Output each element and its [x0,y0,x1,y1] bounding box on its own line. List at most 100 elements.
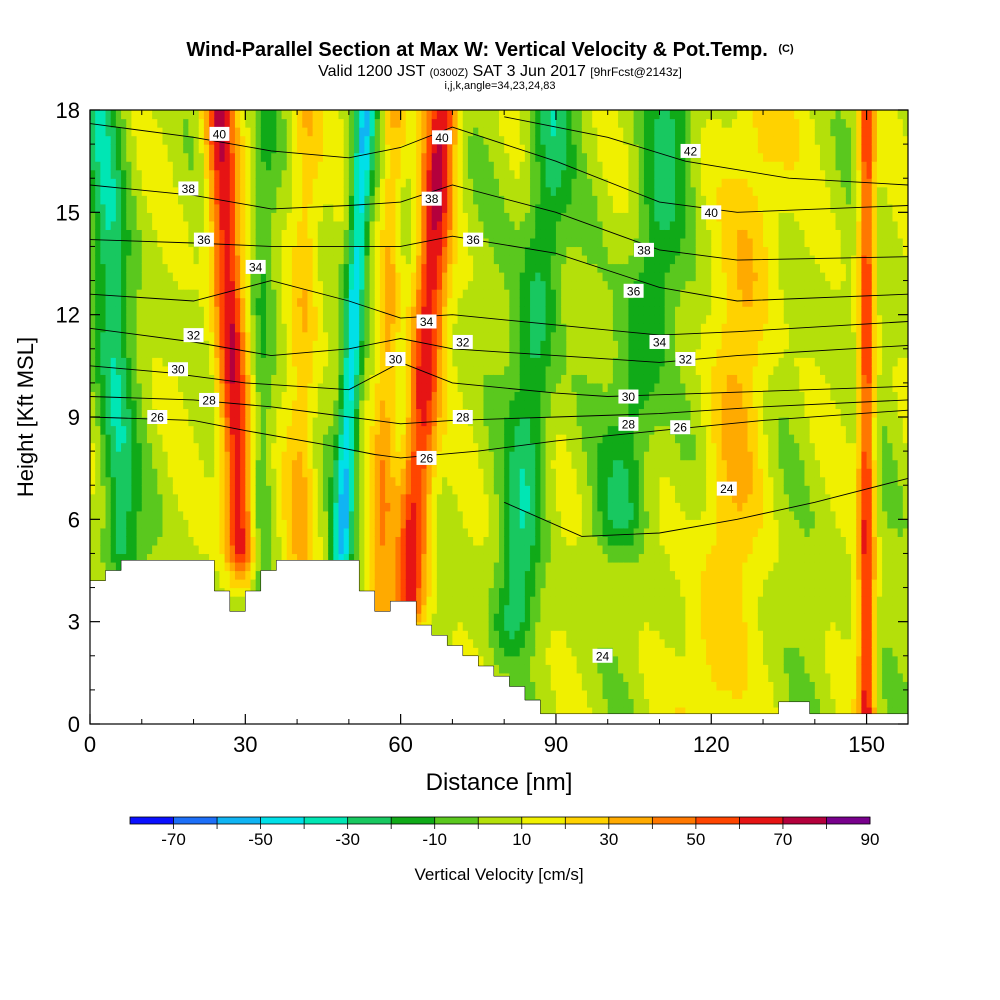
velocity-cell [395,382,402,393]
velocity-cell [234,434,241,444]
velocity-cell [431,289,438,299]
velocity-cell [167,254,174,265]
velocity-cell [328,417,334,427]
velocity-cell [110,118,117,128]
velocity-cell [436,289,443,299]
velocity-cell [183,161,189,171]
velocity-cell [343,417,350,427]
velocity-cell [209,485,215,495]
velocity-cell [322,391,329,401]
velocity-cell [193,485,200,495]
velocity-cell [229,212,236,222]
velocity-cell [359,144,365,154]
velocity-cell [183,502,189,512]
velocity-cell [115,382,122,393]
velocity-cell [260,289,267,299]
velocity-cell [312,263,319,273]
velocity-cell [198,434,205,444]
velocity-cell [390,485,397,495]
velocity-cell [442,186,448,196]
velocity-cell [379,502,386,512]
velocity-cell [364,561,371,572]
velocity-cell [276,485,283,495]
velocity-cell [219,169,226,179]
velocity-cell [214,212,221,222]
velocity-cell [224,476,231,486]
velocity-cell [95,203,101,213]
velocity-cell [297,382,303,393]
velocity-cell [100,442,107,452]
velocity-cell [333,502,340,512]
velocity-cell [431,510,438,520]
velocity-cell [374,391,381,401]
velocity-cell [405,434,412,444]
velocity-cell [234,195,241,205]
velocity-cell [250,323,257,333]
velocity-cell [276,178,283,188]
velocity-cell [442,476,448,486]
velocity-cell [266,493,272,503]
velocity-cell [338,544,345,555]
velocity-cell [328,340,334,350]
velocity-cell [115,229,122,239]
velocity-cell [379,254,386,265]
velocity-cell [157,152,164,162]
velocity-cell [354,417,360,427]
velocity-cell [219,144,226,154]
velocity-cell [286,468,293,478]
velocity-cell [317,485,324,495]
velocity-cell [312,186,319,196]
velocity-cell [271,417,277,427]
velocity-cell [317,212,324,222]
velocity-cell [297,391,303,401]
velocity-cell [193,263,200,273]
velocity-cell [302,459,309,469]
velocity-cell [286,553,293,563]
velocity-cell [426,502,433,512]
velocity-cell [410,272,417,282]
velocity-cell [359,519,365,529]
velocity-cell [343,314,350,324]
velocity-cell [203,527,210,537]
velocity-cell [266,365,272,375]
velocity-cell [436,476,443,486]
velocity-cell [178,399,184,410]
velocity-cell [90,561,96,572]
velocity-cell [379,365,386,375]
velocity-cell [421,570,428,580]
velocity-cell [426,220,433,230]
velocity-cell [271,220,277,230]
velocity-cell [245,493,252,503]
velocity-cell [385,434,391,444]
velocity-cell [234,476,241,486]
velocity-cell [152,229,158,239]
velocity-cell [162,152,169,162]
velocity-cell [152,544,158,555]
velocity-cell [95,118,101,128]
velocity-cell [271,331,277,341]
velocity-cell [234,323,241,333]
velocity-cell [348,178,355,188]
velocity-cell [95,527,101,537]
velocity-cell [90,246,96,256]
velocity-cell [436,604,443,614]
velocity-cell [364,374,371,384]
velocity-cell [183,527,189,537]
velocity-cell [343,510,350,520]
velocity-cell [364,348,371,358]
velocity-cell [426,579,433,589]
velocity-cell [172,254,179,265]
velocity-cell [157,382,164,393]
velocity-cell [100,220,107,230]
velocity-cell [167,476,174,486]
velocity-cell [400,237,407,248]
velocity-cell [229,442,236,452]
velocity-cell [343,246,350,256]
velocity-cell [203,519,210,529]
velocity-cell [266,169,272,179]
velocity-cell [317,391,324,401]
velocity-cell [276,220,283,230]
velocity-cell [297,340,303,350]
velocity-cell [395,527,402,537]
velocity-cell [426,229,433,239]
